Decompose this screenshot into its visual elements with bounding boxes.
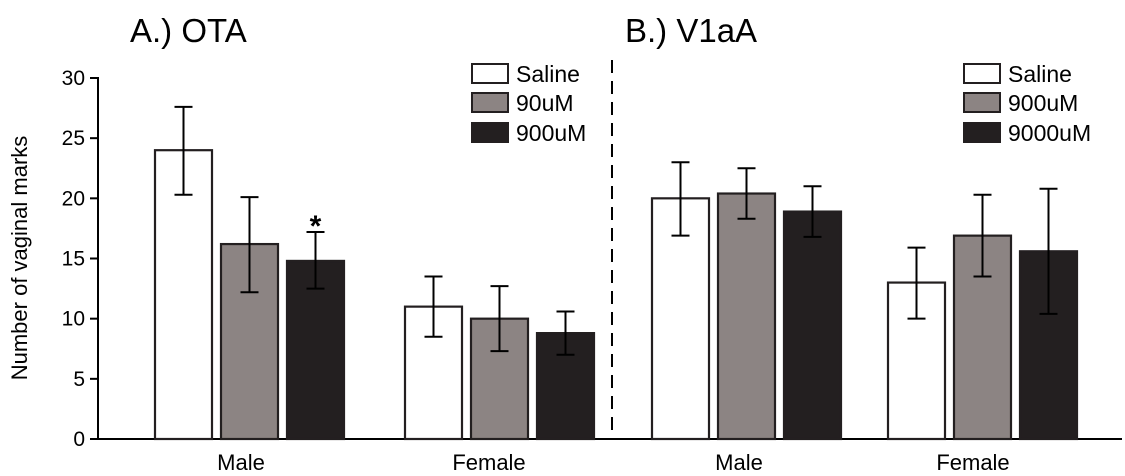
legend-label-b-saline: Saline [1008,61,1072,87]
y-tick-label: 15 [62,248,85,271]
y-tick-label: 30 [62,67,85,90]
legend-label-b-9000um: 9000uM [1008,120,1091,146]
legend-swatch-b-9000um [963,122,1001,143]
legend-swatch-b-900um [963,92,1001,113]
category-label-male: Male [715,450,763,475]
bar-a-male-900um [285,259,346,441]
legend-label-b-900um: 900uM [1008,90,1078,116]
bar-b-male-900um [716,192,777,441]
bar-b-male-9000um [782,210,843,441]
legend-swatch-b-saline [963,63,1001,84]
y-tick-label: 5 [73,368,85,391]
y-tick-label: 10 [62,308,85,331]
y-tick-label: 0 [73,428,85,451]
legend-label-a-saline: Saline [516,61,580,87]
labels: 0 5 10 15 20 25 30 Number of vaginal marks A.) O… [7,12,1010,475]
y-tick-label: 25 [62,127,85,150]
bar-b-female-9000um [1018,250,1079,441]
legend-label-a-900um: 900uM [516,120,586,146]
error-bars [174,105,1058,356]
panel-title-a: A.) OTA [130,12,247,49]
bars [153,149,1079,441]
legend-swatch-a-saline [471,63,509,84]
y-tick-label: 20 [62,187,85,210]
y-axis-label: Number of vaginal marks [7,136,32,381]
legend-swatch-a-90um [471,92,509,113]
bar-b-male-saline [650,197,711,441]
legend-label-a-90um: 90uM [516,90,574,116]
bar-b-female-saline [886,281,947,441]
category-label-female: Female [452,450,525,475]
significance-star: * [310,210,322,243]
category-label-male: Male [217,450,265,475]
category-label-female: Female [936,450,1009,475]
bar-a-male-90um [219,242,280,441]
legends: Saline 90uM 900uM Saline 900uM 9000uM [471,61,1091,146]
legend-swatch-a-900um [471,122,509,143]
panel-title-b: B.) V1aA [625,12,757,49]
